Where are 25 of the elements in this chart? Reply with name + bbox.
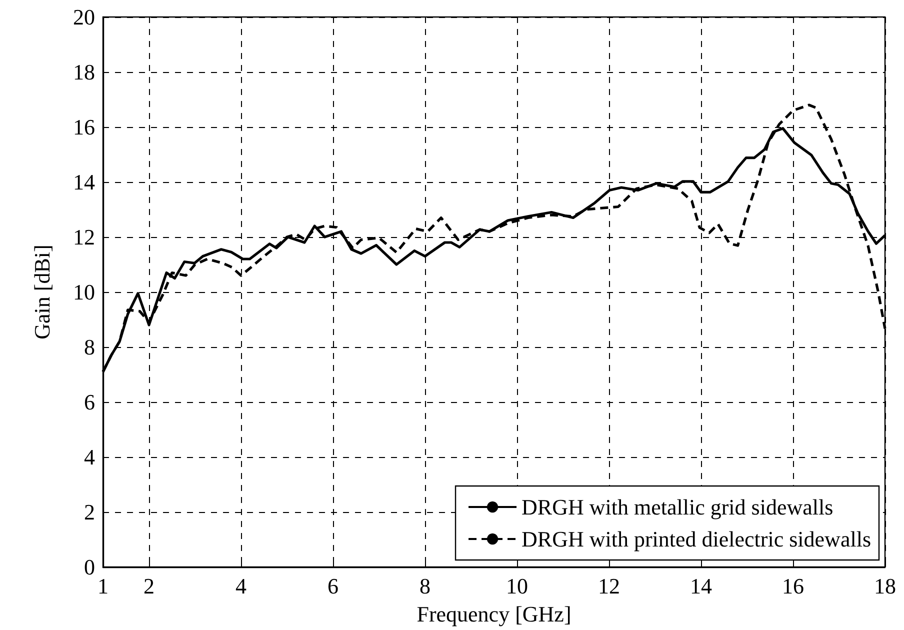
y-axis-title: Gain [dBi] — [30, 244, 54, 340]
y-tick-label: 10 — [73, 280, 95, 304]
legend-label: DRGH with printed dielectric sidewalls — [522, 526, 872, 552]
y-tick-label: 16 — [73, 114, 95, 140]
x-tick-label: 16 — [782, 574, 804, 598]
x-tick-label: 4 — [236, 574, 246, 598]
y-tick-label: 18 — [73, 60, 95, 84]
y-tick-label: 6 — [84, 390, 95, 414]
x-tick-label: 2 — [144, 574, 154, 598]
x-tick-label: 12 — [598, 574, 620, 598]
x-tick-label: 1 — [98, 574, 108, 598]
y-tick-label: 4 — [84, 444, 95, 470]
y-tick-label: 12 — [73, 224, 95, 250]
x-tick-label: 14 — [690, 574, 712, 598]
y-tick-label: 2 — [84, 500, 95, 524]
legend-label: DRGH with metallic grid sidewalls — [522, 494, 834, 520]
y-tick-label: 20 — [73, 4, 95, 30]
x-tick-label: 10 — [506, 574, 528, 598]
x-tick-label: 8 — [420, 574, 430, 598]
x-tick-label: 6 — [328, 574, 338, 598]
y-tick-label: 14 — [73, 170, 95, 194]
y-tick-label: 0 — [84, 554, 95, 580]
y-tick-label: 8 — [84, 334, 95, 360]
x-tick-label: 18 — [874, 574, 896, 598]
x-axis-title: Frequency [GHz] — [416, 602, 572, 626]
